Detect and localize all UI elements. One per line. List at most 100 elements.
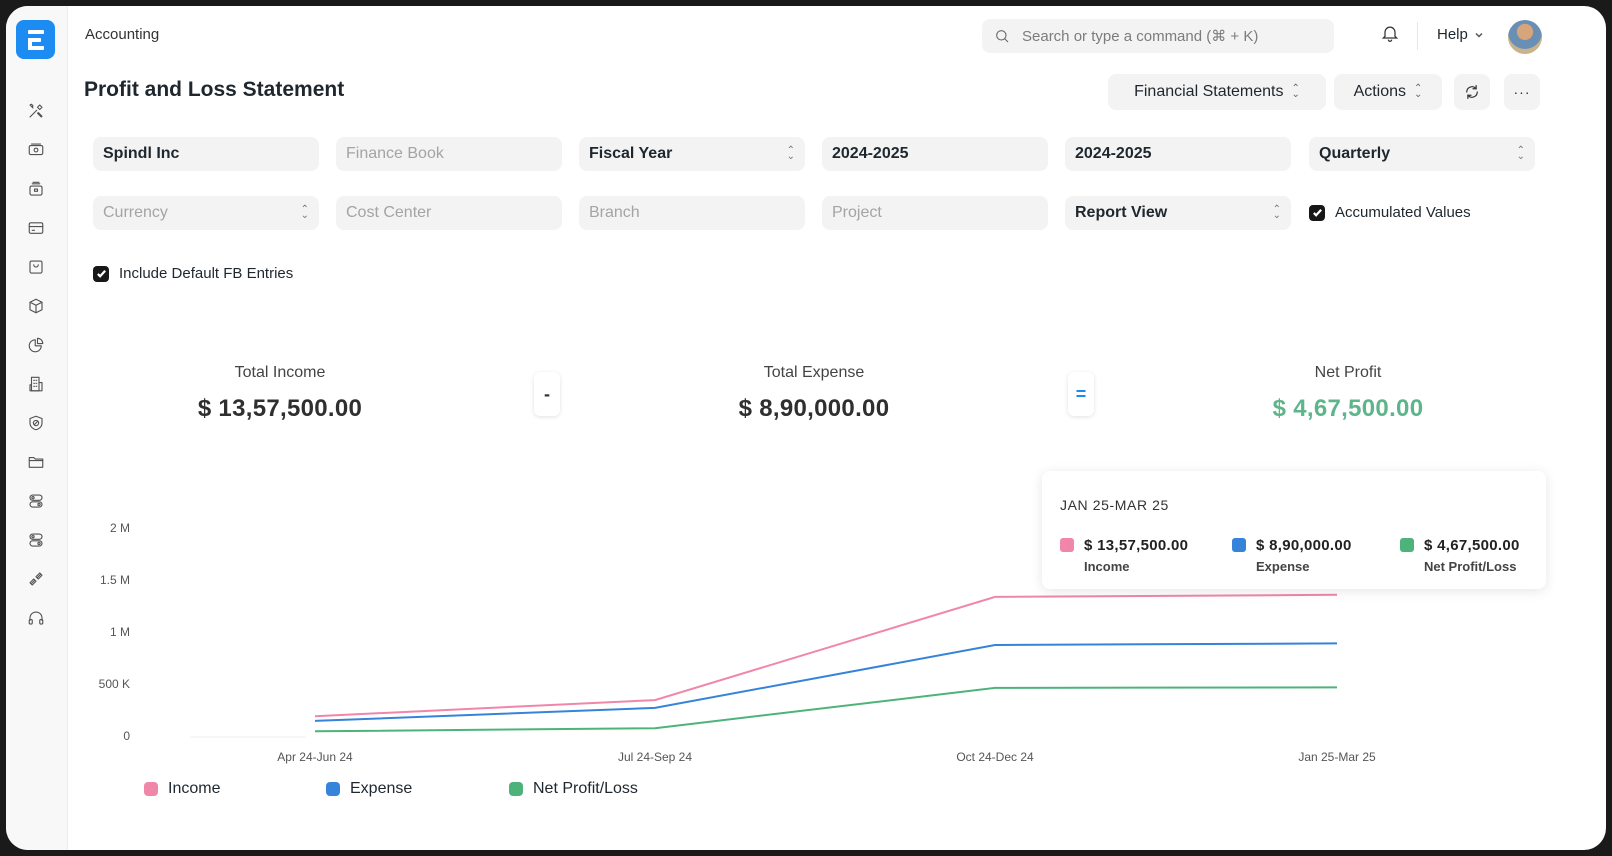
to-fiscal-year-field[interactable]: 2024-2025 [1065, 137, 1291, 171]
tooltip-expense-value: $ 8,90,000.00 [1256, 537, 1352, 554]
legend-net-label: Net Profit/Loss [533, 780, 638, 797]
sidebar-item-money[interactable] [26, 140, 46, 160]
user-avatar[interactable] [1508, 20, 1542, 54]
notifications-button[interactable] [1380, 23, 1402, 45]
more-icon: ··· [1513, 84, 1531, 100]
report-view-value: Report View [1075, 204, 1168, 221]
line-chart[interactable] [6, 6, 1606, 850]
updown-chevron-icon: ⌃ ⌄ [300, 204, 309, 221]
tooltip-net-name: Net Profit/Loss [1424, 559, 1517, 574]
financial-statements-dropdown[interactable]: Financial Statements ⌃ ⌄ [1108, 74, 1326, 110]
toggles-alt-icon [29, 533, 43, 547]
sidebar-item-safe[interactable] [26, 179, 46, 199]
bell-icon [1381, 26, 1399, 42]
sidebar-item-stock[interactable] [26, 296, 46, 316]
minus-operator: - [534, 372, 560, 416]
sidebar-item-card[interactable] [26, 218, 46, 238]
report-view-select[interactable]: Report View ⌃ ⌄ [1065, 196, 1291, 230]
sidebar-item-quality[interactable] [26, 413, 46, 433]
toggles-icon [29, 494, 43, 508]
x-tick: Jul 24-Sep 24 [617, 750, 693, 764]
erpnext-logo-icon [27, 29, 44, 50]
y-tick: 0 [123, 729, 130, 743]
sidebar-item-settings-b[interactable] [26, 530, 46, 550]
sidebar-item-projects[interactable] [26, 452, 46, 472]
pie-chart-icon [28, 337, 44, 353]
search-input[interactable]: Search or type a command (⌘ + K) [982, 19, 1334, 53]
currency-select[interactable]: Currency ⌃ ⌄ [93, 196, 319, 230]
sidebar [6, 6, 68, 850]
help-dropdown[interactable]: Help [1437, 26, 1484, 43]
app-logo[interactable] [16, 20, 55, 59]
checkbox-checked-icon [1309, 204, 1325, 221]
filter-based-on-select[interactable]: Fiscal Year ⌃ ⌄ [579, 137, 805, 171]
refresh-button[interactable] [1454, 74, 1490, 110]
y-tick: 1 M [109, 625, 130, 639]
x-tick: Apr 24-Jun 24 [277, 750, 353, 764]
project-field[interactable]: Project [822, 196, 1048, 230]
tooltip-income-value: $ 13,57,500.00 [1084, 537, 1189, 554]
x-tick: Oct 24-Dec 24 [956, 750, 1034, 764]
y-tick: 500 K [98, 677, 130, 691]
include-default-fb-label: Include Default FB Entries [119, 265, 294, 282]
branch-field[interactable]: Branch [579, 196, 805, 230]
shield-icon [29, 415, 43, 431]
legend-income[interactable]: Income [144, 780, 220, 798]
expense-line [314, 642, 1338, 722]
help-label: Help [1437, 26, 1468, 43]
actions-dropdown[interactable]: Actions ⌃ ⌄ [1334, 74, 1442, 110]
include-default-fb-checkbox[interactable]: Include Default FB Entries [93, 265, 293, 282]
finance-book-placeholder: Finance Book [346, 145, 444, 162]
updown-chevron-icon: ⌃ ⌄ [1516, 145, 1525, 162]
updown-chevron-icon: ⌃ ⌄ [786, 145, 795, 162]
legend-expense-label: Expense [350, 780, 413, 797]
filter-based-on-value: Fiscal Year [589, 145, 673, 162]
search-icon [996, 30, 1009, 43]
net-profit-value: $ 4,67,500.00 [1272, 395, 1424, 422]
breadcrumb-accounting[interactable]: Accounting [85, 26, 160, 43]
money-icon [28, 143, 44, 156]
finance-book-field[interactable]: Finance Book [336, 137, 562, 171]
legend-net-profit[interactable]: Net Profit/Loss [509, 780, 638, 798]
total-expense-value: $ 8,90,000.00 [738, 395, 890, 422]
periodicity-select[interactable]: Quarterly ⌃ ⌄ [1309, 137, 1535, 171]
search-placeholder: Search or type a command (⌘ + K) [1022, 28, 1259, 45]
card-icon [28, 222, 44, 234]
cost-center-field[interactable]: Cost Center [336, 196, 562, 230]
sidebar-item-integrations[interactable] [26, 569, 46, 589]
from-fiscal-year-value: 2024-2025 [832, 145, 909, 162]
tools-icon [29, 103, 43, 118]
net-profit-line [314, 686, 1338, 733]
company-value: Spindl Inc [103, 145, 180, 162]
legend-expense[interactable]: Expense [326, 780, 412, 798]
expense-swatch-icon [1232, 538, 1246, 552]
tooltip-expense-name: Expense [1256, 559, 1310, 574]
updown-chevron-icon: ⌃ ⌄ [1272, 204, 1281, 221]
total-expense-label: Total Expense [763, 364, 865, 381]
y-tick: 2 M [109, 521, 130, 535]
cost-center-placeholder: Cost Center [346, 204, 432, 221]
sidebar-item-settings-a[interactable] [26, 491, 46, 511]
accumulated-values-checkbox[interactable]: Accumulated Values [1309, 204, 1471, 221]
sidebar-item-organization[interactable] [26, 374, 46, 394]
more-options-button[interactable]: ··· [1504, 74, 1540, 110]
periodicity-value: Quarterly [1319, 145, 1391, 162]
from-fiscal-year-field[interactable]: 2024-2025 [822, 137, 1048, 171]
tooltip-net-value: $ 4,67,500.00 [1424, 537, 1520, 554]
sidebar-item-support[interactable] [26, 608, 46, 628]
sidebar-item-shopping[interactable] [26, 257, 46, 277]
actions-label: Actions [1353, 83, 1407, 100]
income-line [314, 593, 1338, 718]
plug-icon [29, 572, 43, 586]
sidebar-item-reports[interactable] [26, 335, 46, 355]
shopping-bag-icon [29, 260, 43, 274]
app-window: Accounting Search or type a command (⌘ +… [6, 6, 1606, 850]
company-field[interactable]: Spindl Inc [93, 137, 319, 171]
sidebar-item-tools[interactable] [26, 101, 46, 121]
project-placeholder: Project [832, 204, 882, 221]
to-fiscal-year-value: 2024-2025 [1075, 145, 1152, 162]
net-swatch-icon [509, 782, 523, 796]
building-icon [29, 376, 43, 392]
safe-icon [29, 181, 43, 196]
total-income-value: $ 13,57,500.00 [197, 395, 363, 422]
